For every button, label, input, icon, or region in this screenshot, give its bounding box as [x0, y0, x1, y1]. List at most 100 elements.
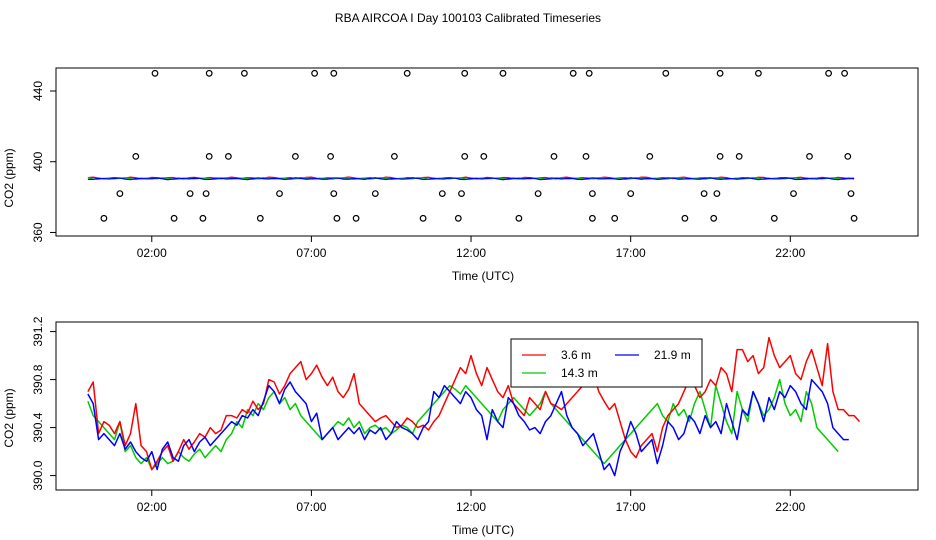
data-circle — [438, 190, 446, 198]
panel-top-x-tick-label: 12:00 — [456, 246, 486, 260]
data-circle — [403, 69, 411, 77]
data-circle — [847, 190, 855, 198]
data-circle — [256, 214, 264, 222]
data-circle — [589, 190, 596, 198]
panel-bottom-y-tick-label: 390.4 — [31, 412, 45, 442]
data-circle — [202, 190, 210, 198]
data-circle — [585, 69, 593, 77]
data-circle — [461, 152, 469, 160]
panel-bottom-x-label: Time (UTC) — [452, 523, 514, 537]
data-circle — [735, 152, 743, 160]
data-circle — [790, 190, 797, 198]
panel-top-y-tick-label: 400 — [31, 151, 45, 171]
data-circle — [330, 190, 338, 198]
data-circle — [515, 214, 523, 222]
data-circle — [850, 214, 858, 222]
data-circle — [199, 214, 207, 222]
panel-bottom-x-tick-label: 12:00 — [456, 500, 486, 514]
data-circle — [713, 190, 721, 198]
panel-top: 360 400 440 02:00 07:00 12:00 17:00 22:00 CO2 … — [2, 67, 919, 283]
data-circle — [825, 69, 832, 77]
data-circle — [806, 152, 813, 160]
data-circle — [627, 190, 635, 198]
panel-top-y-axis: 360 400 440 — [31, 81, 56, 242]
data-circle — [116, 190, 124, 198]
panel-top-circles — [100, 69, 858, 222]
data-circle — [770, 214, 778, 222]
data-circle — [716, 69, 724, 77]
series-line-14-3-m — [87, 176, 855, 181]
series-line-14-3-m — [87, 378, 839, 471]
panel-bottom-x-axis: 02:00 07:00 12:00 17:00 22:00 — [137, 490, 806, 514]
data-circle — [662, 69, 670, 77]
legend-label-21-9m: 21.9 m — [654, 348, 691, 362]
data-circle — [755, 69, 762, 77]
data-circle — [292, 152, 299, 160]
data-circle — [700, 190, 708, 198]
data-circle — [454, 214, 462, 222]
panel-bottom-y-tick-label: 390.8 — [31, 364, 45, 394]
legend-label-14-3m: 14.3 m — [561, 366, 598, 380]
panel-bottom-y-tick-label: 390.0 — [31, 460, 45, 490]
data-circle — [419, 214, 427, 222]
series-line-21-9-m — [87, 378, 849, 477]
legend-box — [510, 338, 703, 388]
panel-top-x-label: Time (UTC) — [452, 269, 514, 283]
data-circle — [681, 214, 689, 222]
panel-bottom-x-tick-label: 22:00 — [775, 500, 805, 514]
data-circle — [499, 69, 507, 77]
data-circle — [391, 152, 398, 160]
data-circle — [170, 214, 178, 222]
data-circle — [569, 69, 577, 77]
data-circle — [550, 152, 558, 160]
panel-bottom-frame — [55, 321, 919, 491]
panel-top-y-label: CO2 (ppm) — [2, 148, 16, 207]
data-circle — [186, 190, 194, 198]
panel-top-y-tick-label: 360 — [31, 222, 45, 242]
data-circle — [311, 69, 319, 77]
panel-top-x-tick-label: 22:00 — [775, 246, 805, 260]
data-circle — [151, 69, 159, 77]
legend-label-3-6m: 3.6 m — [561, 348, 591, 362]
data-circle — [534, 190, 542, 198]
data-circle — [844, 152, 852, 160]
data-circle — [589, 214, 596, 222]
chart-title: RBA AIRCOA I Day 100103 Calibrated Times… — [335, 11, 601, 25]
data-circle — [841, 69, 848, 77]
data-circle — [327, 152, 335, 160]
panel-bottom-x-tick-label: 17:00 — [616, 500, 646, 514]
panel-top-series-lines — [87, 176, 855, 181]
data-circle — [205, 69, 213, 77]
data-circle — [333, 214, 341, 222]
data-circle — [330, 69, 338, 77]
data-circle — [480, 152, 488, 160]
data-circle — [205, 152, 213, 160]
data-circle — [100, 214, 108, 222]
data-circle — [132, 152, 140, 160]
panel-bottom-y-tick-label: 391.2 — [31, 316, 45, 346]
panel-top-x-tick-label: 07:00 — [296, 246, 326, 260]
panel-bottom-y-label: CO2 (ppm) — [2, 388, 16, 447]
data-circle — [710, 214, 718, 222]
data-circle — [646, 152, 654, 160]
data-circle — [611, 214, 619, 222]
data-circle — [461, 69, 469, 77]
panel-bottom-x-tick-label: 07:00 — [296, 500, 326, 514]
panel-top-frame — [55, 67, 919, 237]
legend: 3.6 m 21.9 m 14.3 m — [510, 338, 703, 388]
panel-bottom-x-tick-label: 02:00 — [137, 500, 167, 514]
data-circle — [352, 214, 360, 222]
series-line-21-9-m — [87, 177, 855, 181]
data-circle — [224, 152, 232, 160]
panel-bottom: 390.0 390.4 390.8 391.2 02:00 07:00 12:00 17:0… — [2, 316, 919, 537]
panel-top-y-tick-label: 440 — [31, 81, 45, 101]
panel-top-x-axis: 02:00 07:00 12:00 17:00 22:00 — [137, 236, 806, 260]
panel-top-x-tick-label: 02:00 — [137, 246, 167, 260]
data-circle — [276, 190, 283, 198]
data-circle — [458, 190, 465, 198]
data-circle — [716, 152, 724, 160]
panel-bottom-y-axis: 390.0 390.4 390.8 391.2 — [31, 316, 56, 491]
series-line-3-6-m — [87, 336, 861, 471]
panel-bottom-series-lines — [87, 336, 861, 477]
